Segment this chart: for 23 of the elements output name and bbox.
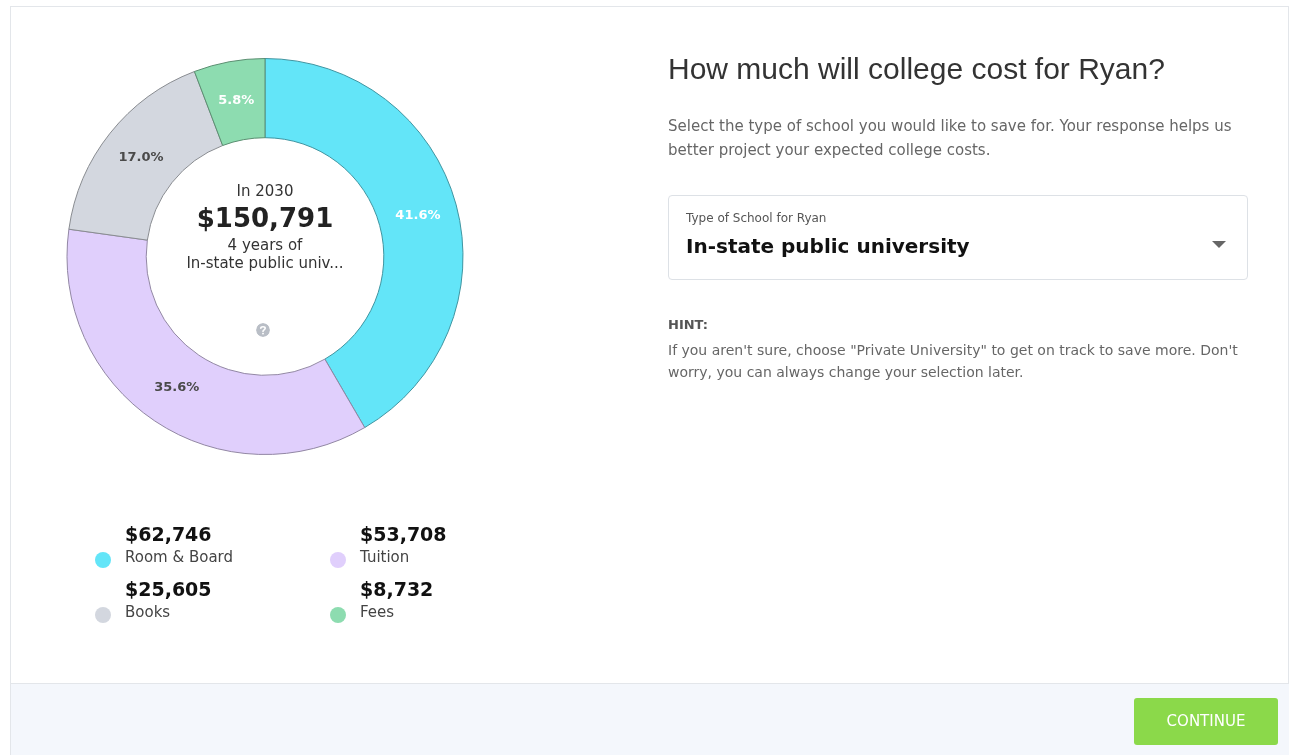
text: In-state public university	[686, 234, 970, 258]
text: How much will college cost for Ryan?	[668, 52, 1165, 86]
data-label: 5.8%	[218, 92, 255, 108]
data-label: 17.0%	[118, 149, 164, 165]
text: $25,605	[125, 578, 213, 600]
text: In 2030	[235, 182, 295, 200]
text: $8,732	[360, 578, 435, 600]
data-label: 35.6%	[154, 379, 200, 395]
text: 4 years of	[226, 236, 304, 254]
legend-label: Room & Board	[125, 548, 235, 566]
text: $62,746	[125, 523, 213, 545]
data-label: 41.6%	[395, 206, 441, 222]
text: In-state public univ...	[185, 254, 345, 272]
legend-label: Books	[125, 603, 172, 621]
text: HINT:	[668, 317, 708, 332]
text: CONTINUE	[1134, 698, 1278, 745]
text: $150,791	[195, 202, 335, 235]
text: If you aren't sure, choose "Private University" to get on track to save more. Don't worry, you can always change your selection later.	[668, 341, 1239, 382]
legend-label: Fees	[360, 603, 396, 621]
text: Type of School for Ryan	[686, 211, 827, 225]
text: Select the type of school you would like to save for. Your response helps us better project your expected college costs.	[668, 116, 1233, 161]
text: $53,708	[360, 523, 448, 545]
legend-label: Tuition	[360, 548, 411, 566]
